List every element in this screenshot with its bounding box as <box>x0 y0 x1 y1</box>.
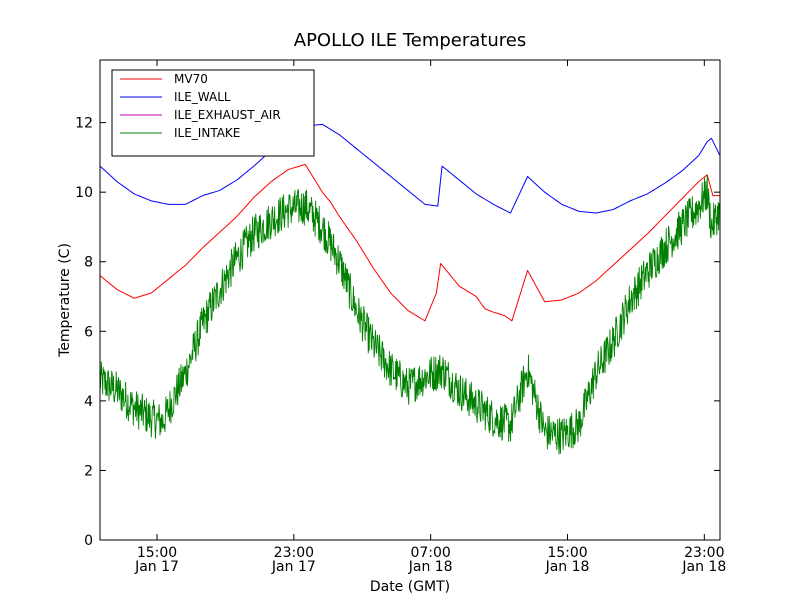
legend: MV70 ILE_WALL ILE_EXHAUST_AIR ILE_INTAKE <box>111 69 315 157</box>
series-layer <box>99 123 721 455</box>
legend-label: MV70 <box>174 72 208 86</box>
legend-label: ILE_EXHAUST_AIR <box>174 108 281 122</box>
legend-label: ILE_WALL <box>174 90 231 104</box>
x-tick-label: 07:00 <box>410 545 450 561</box>
legend-box <box>111 69 315 157</box>
y-tick-label: 4 <box>84 394 93 410</box>
legend-label: ILE_INTAKE <box>174 126 240 140</box>
y-tick-label: 8 <box>84 255 93 271</box>
x-tick-sublabel: Jan 17 <box>271 559 316 575</box>
plot-frame <box>99 59 721 541</box>
x-tick-label: 15:00 <box>547 545 587 561</box>
y-tick-label: 10 <box>75 185 93 201</box>
x-tick-sublabel: Jan 17 <box>134 559 179 575</box>
x-tick-label: 23:00 <box>684 545 724 561</box>
y-axis-label: Temperature (C) <box>57 243 73 358</box>
x-axis-label: Date (GMT) <box>370 579 450 595</box>
x-tick-label: 23:00 <box>274 545 314 561</box>
x-tick-sublabel: Jan 18 <box>545 559 590 575</box>
x-tick-sublabel: Jan 18 <box>681 559 726 575</box>
series-line-ile-intake <box>99 174 721 455</box>
y-tick-label: 2 <box>84 463 93 479</box>
y-tick-label: 12 <box>75 116 93 132</box>
x-tick-label: 15:00 <box>137 545 177 561</box>
y-tick-label: 0 <box>84 533 93 549</box>
chart-title: APOLLO ILE Temperatures <box>294 30 526 51</box>
x-tick-sublabel: Jan 18 <box>408 559 453 575</box>
series-line-mv70 <box>99 163 720 322</box>
series-line-ile-wall <box>99 123 721 214</box>
y-tick-label: 6 <box>84 324 93 340</box>
